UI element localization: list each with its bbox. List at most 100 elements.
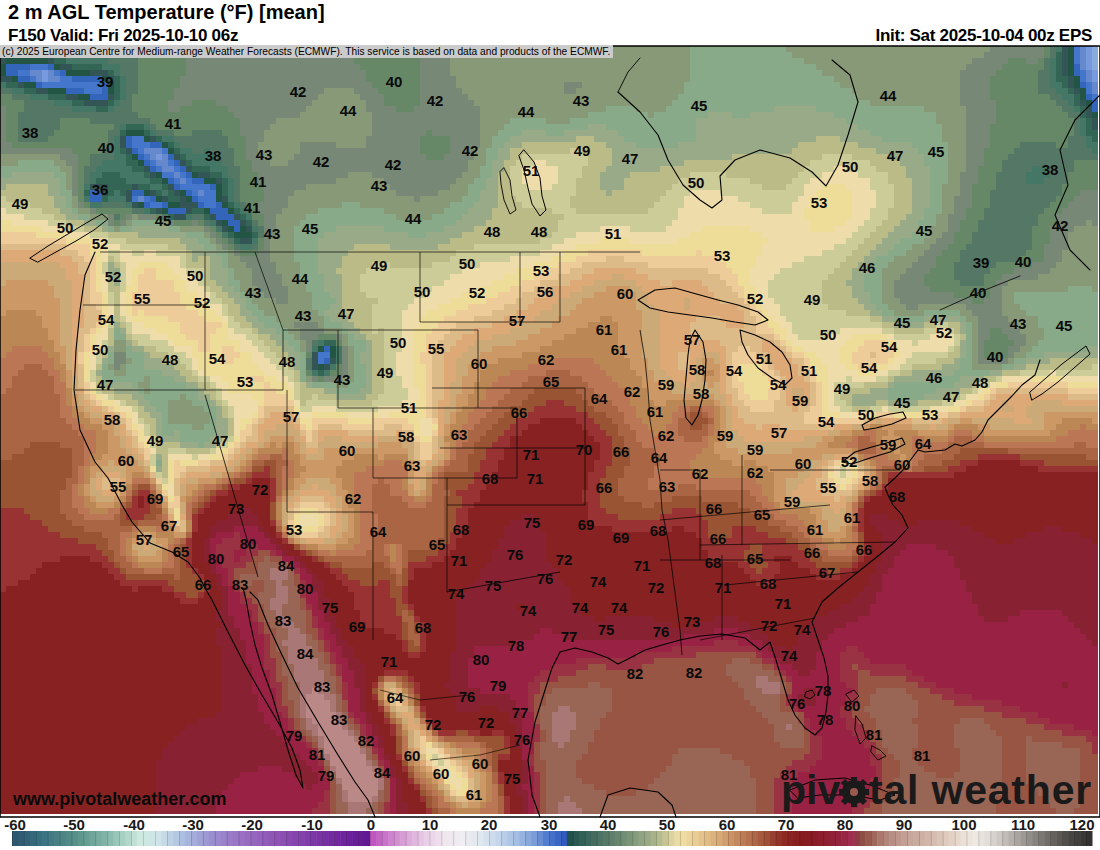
svg-text:39: 39 [97,73,114,90]
svg-text:49: 49 [834,380,851,397]
svg-text:83: 83 [331,711,348,728]
svg-text:58: 58 [862,472,879,489]
svg-text:59: 59 [784,493,801,510]
svg-text:76: 76 [653,623,670,640]
svg-text:59: 59 [658,376,675,393]
svg-text:50: 50 [414,283,431,300]
svg-text:45: 45 [691,97,708,114]
svg-text:66: 66 [511,404,528,421]
svg-text:52: 52 [469,284,486,301]
svg-text:45: 45 [894,314,911,331]
svg-text:72: 72 [425,716,442,733]
svg-text:58: 58 [689,361,706,378]
svg-text:40: 40 [1015,253,1032,270]
svg-text:40: 40 [98,139,115,156]
svg-text:52: 52 [92,235,109,252]
svg-text:49: 49 [12,195,29,212]
svg-text:66: 66 [613,443,630,460]
svg-text:57: 57 [283,408,300,425]
svg-text:52: 52 [194,294,211,311]
svg-text:38: 38 [1042,161,1059,178]
svg-text:51: 51 [801,362,818,379]
svg-text:64: 64 [370,523,387,540]
svg-text:83: 83 [232,576,249,593]
svg-text:49: 49 [377,364,394,381]
svg-text:38: 38 [22,124,39,141]
svg-text:piv: piv [781,767,840,813]
svg-text:69: 69 [147,490,164,507]
svg-text:57: 57 [136,531,153,548]
svg-text:74: 74 [794,621,811,638]
svg-text:55: 55 [428,340,445,357]
svg-text:77: 77 [561,628,578,645]
svg-text:64: 64 [387,689,404,706]
svg-text:73: 73 [228,500,245,517]
svg-text:55: 55 [820,479,837,496]
svg-text:80: 80 [208,550,225,567]
svg-text:50: 50 [92,341,109,358]
svg-text:44: 44 [518,103,535,120]
svg-text:76: 76 [514,731,531,748]
svg-text:63: 63 [659,478,676,495]
svg-text:81: 81 [866,726,883,743]
svg-text:40: 40 [987,348,1004,365]
svg-text:62: 62 [538,351,555,368]
svg-text:84: 84 [297,645,314,662]
svg-text:76: 76 [459,688,476,705]
svg-text:43: 43 [245,284,262,301]
svg-text:66: 66 [804,544,821,561]
svg-text:82: 82 [358,732,375,749]
svg-text:42: 42 [385,156,402,173]
svg-text:55: 55 [110,478,127,495]
svg-text:72: 72 [252,481,269,498]
svg-text:62: 62 [345,490,362,507]
svg-text:64: 64 [651,449,668,466]
svg-text:53: 53 [922,406,939,423]
svg-text:64: 64 [915,435,932,452]
svg-text:47: 47 [338,305,355,322]
svg-text:74: 74 [590,573,607,590]
svg-text:42: 42 [427,92,444,109]
svg-text:60: 60 [795,455,812,472]
svg-text:60: 60 [894,456,911,473]
svg-text:61: 61 [844,509,861,526]
svg-text:71: 71 [523,446,540,463]
svg-text:42: 42 [313,153,330,170]
svg-text:67: 67 [819,564,836,581]
svg-text:54: 54 [861,359,878,376]
svg-text:68: 68 [889,488,906,505]
svg-text:60: 60 [118,452,135,469]
svg-text:62: 62 [624,383,641,400]
svg-text:54: 54 [98,311,115,328]
svg-text:47: 47 [622,150,639,167]
svg-text:45: 45 [894,394,911,411]
svg-text:66: 66 [856,541,873,558]
svg-text:69: 69 [578,516,595,533]
svg-text:42: 42 [290,83,307,100]
svg-text:51: 51 [605,225,622,242]
svg-text:58: 58 [693,385,710,402]
svg-text:44: 44 [880,87,897,104]
svg-text:38: 38 [205,147,222,164]
svg-text:74: 74 [448,585,465,602]
svg-text:41: 41 [250,173,267,190]
svg-text:50: 50 [842,158,859,175]
svg-text:80: 80 [240,535,257,552]
svg-text:68: 68 [453,521,470,538]
svg-text:67: 67 [161,517,178,534]
svg-text:36: 36 [92,181,109,198]
svg-text:59: 59 [880,436,897,453]
svg-text:76: 76 [789,695,806,712]
svg-text:66: 66 [710,530,727,547]
svg-text:53: 53 [533,262,550,279]
svg-text:48: 48 [279,353,296,370]
svg-text:42: 42 [462,142,479,159]
svg-text:43: 43 [256,146,273,163]
svg-text:44: 44 [292,270,309,287]
svg-text:tal weather: tal weather [869,767,1092,813]
svg-text:49: 49 [371,257,388,274]
svg-text:50: 50 [390,334,407,351]
svg-text:46: 46 [859,259,876,276]
svg-text:43: 43 [295,307,312,324]
svg-text:71: 71 [527,470,544,487]
